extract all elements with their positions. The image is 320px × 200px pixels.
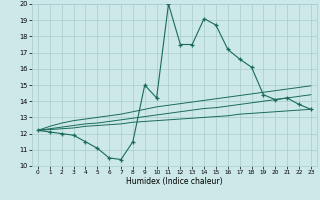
X-axis label: Humidex (Indice chaleur): Humidex (Indice chaleur) xyxy=(126,177,223,186)
